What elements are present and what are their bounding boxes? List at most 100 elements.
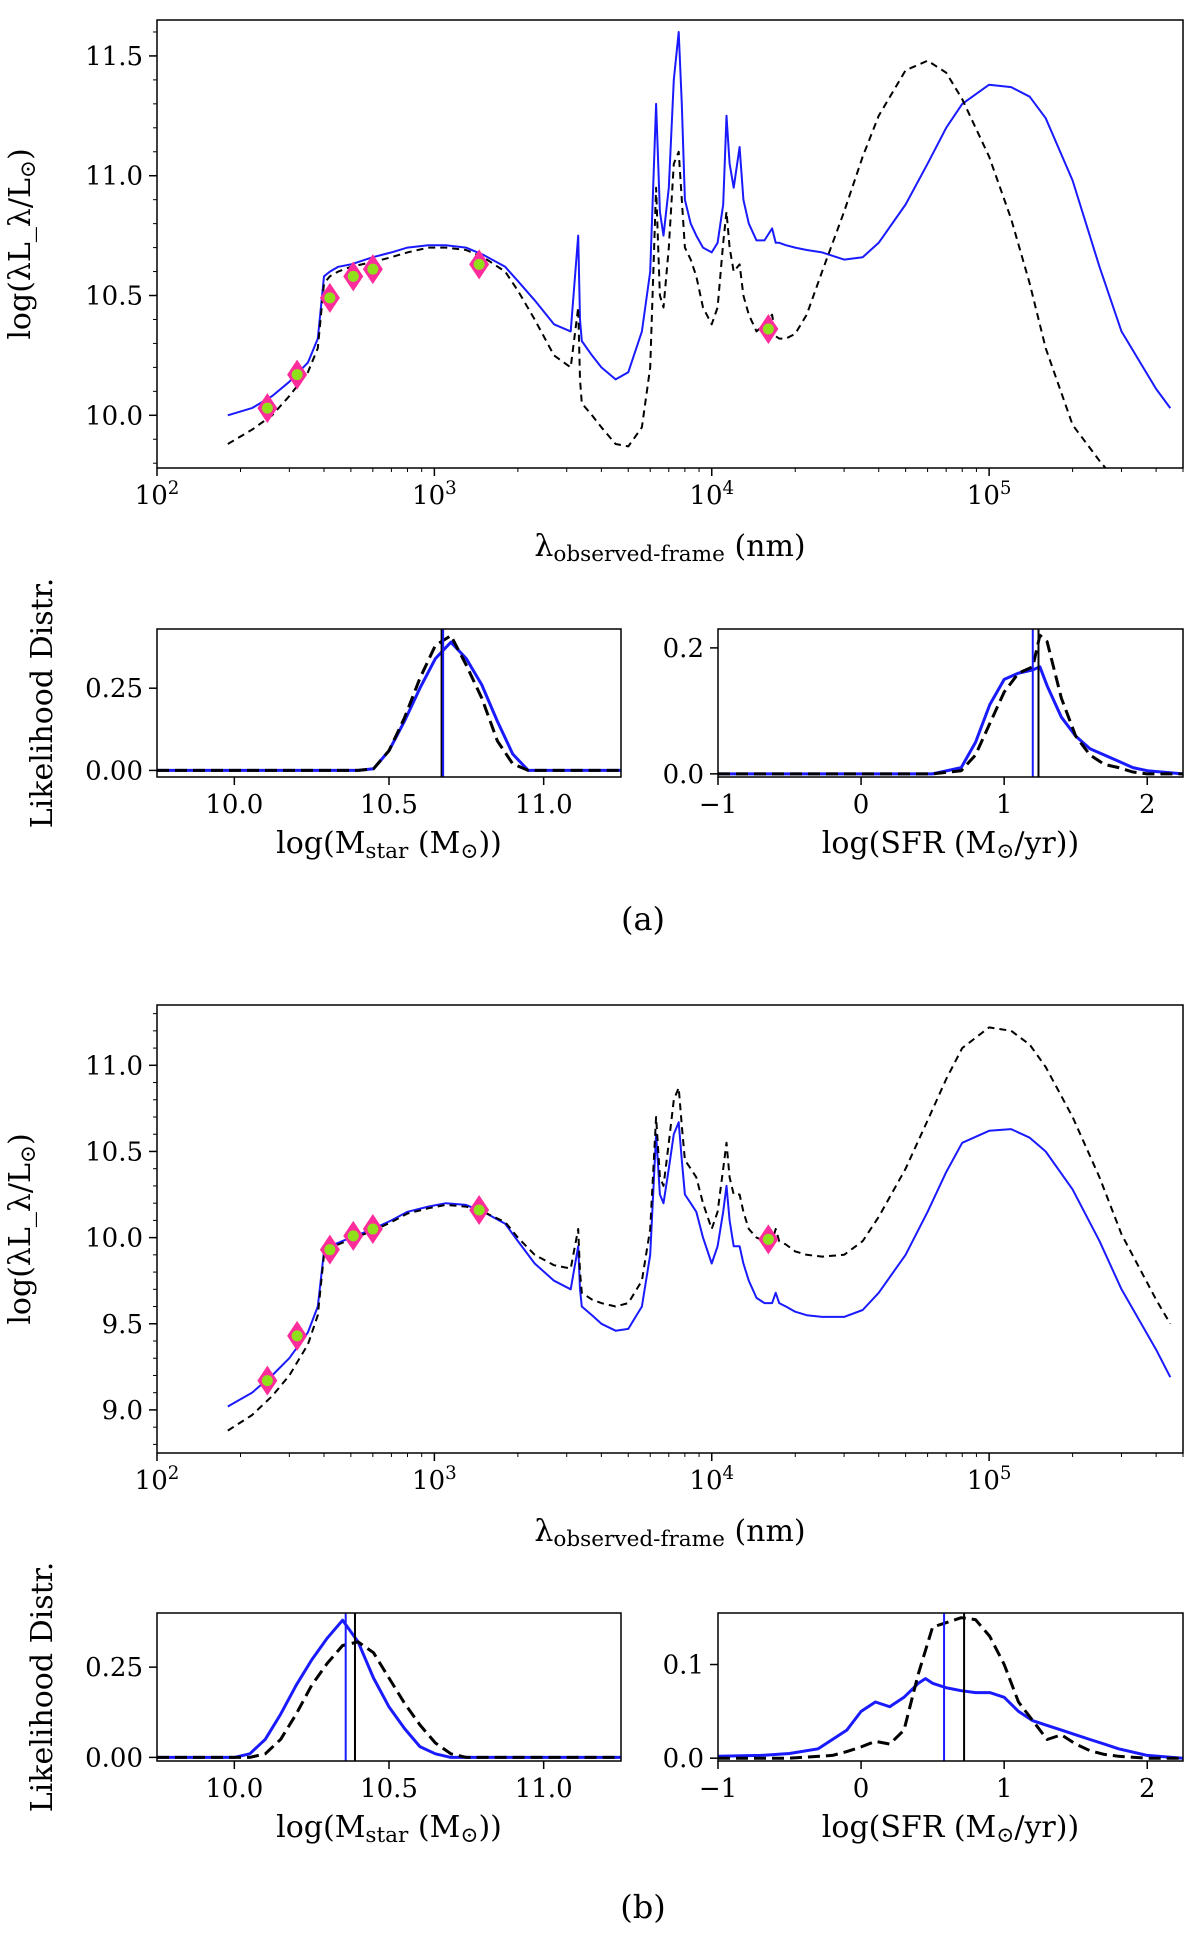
sed-plot-b: 102 103 104 1059.09.510.010.511.0λobserved-… — [3, 1004, 1184, 1552]
label-text: log(λL_λ/L — [3, 1163, 38, 1325]
label-text: log(SFR (M — [822, 826, 996, 861]
label-subscript: ⊙ — [460, 1823, 478, 1848]
label-subscript: observed-frame — [553, 1527, 725, 1552]
series-line-blue — [718, 1677, 1183, 1760]
y-axis-label: log(λL_λ/L⊙) — [3, 148, 41, 339]
label-text: log(M — [276, 1810, 365, 1845]
y-tick-label: 10.0 — [85, 401, 143, 431]
x-tick-label: 10.5 — [360, 1774, 418, 1804]
series-line-blue — [157, 1618, 621, 1759]
label-text: λ — [534, 1514, 553, 1549]
x-tick-label: 1 — [996, 1774, 1013, 1804]
label-text: ) — [3, 148, 38, 160]
x-tick-exponent: 5 — [1000, 478, 1012, 499]
series-line-black — [157, 1640, 621, 1759]
y-tick-label: 0.0 — [663, 1744, 704, 1774]
y-tick-label: 10.5 — [85, 282, 143, 312]
observed-photometry-point — [324, 1244, 336, 1256]
mstar-likelihood-plot-b: 10.0 10.5 11.0 0.00 0.25 log(Mstar (M⊙)) Likel… — [25, 1562, 622, 1848]
series-line-model-black — [227, 1026, 1172, 1432]
x-axis-label: λobserved-frame (nm) — [534, 529, 805, 567]
label-text: log(SFR (M — [822, 1810, 996, 1845]
x-tick-label: 0 — [853, 790, 870, 820]
label-text: log(λL_λ/L — [3, 178, 38, 340]
observed-photometry-point — [762, 323, 774, 335]
x-tick-label: −1 — [699, 1774, 737, 1804]
observed-photometry-point — [762, 1233, 774, 1245]
sfr-likelihood-plot-a: −1 0 1 2 0.0 0.2 log(SFR (M⊙/yr)) — [663, 628, 1184, 864]
x-tick-label: 11.0 — [515, 790, 573, 820]
series-group — [718, 629, 1183, 777]
label-text: /yr)) — [1014, 1810, 1079, 1845]
label-subscript: ⊙ — [996, 839, 1014, 864]
series-line-model-blue — [227, 31, 1172, 417]
x-axis-label: log(SFR (M⊙/yr)) — [822, 1810, 1079, 1848]
label-text: /yr)) — [1014, 826, 1079, 861]
y-tick-label: 11.5 — [85, 42, 143, 72]
sed-plot-a: 102 103 104 10510.010.511.011.5λobserved-fr… — [3, 19, 1184, 567]
x-tick-exponent: 3 — [445, 1463, 457, 1484]
y-tick-label: 10.0 — [85, 1224, 143, 1254]
series-line-model-blue — [227, 1121, 1172, 1408]
x-tick-exponent: 2 — [168, 1463, 180, 1484]
x-tick-exponent: 4 — [723, 1463, 735, 1484]
observed-photometry-point — [291, 369, 303, 381]
x-axis-label: log(Mstar (M⊙)) — [276, 1810, 502, 1848]
label-subscript: star — [365, 1823, 409, 1848]
x-tick-label: 11.0 — [515, 1774, 573, 1804]
panel-label-a: (a) — [621, 900, 665, 938]
x-tick-label: 2 — [1139, 1774, 1156, 1804]
label-text: (M — [408, 826, 460, 861]
observed-photometry-point — [261, 1375, 273, 1387]
label-text: )) — [478, 1810, 501, 1845]
label-text: λ — [534, 529, 553, 564]
label-text: )) — [478, 826, 501, 861]
label-subscript: ⊙ — [996, 1823, 1014, 1848]
series-group — [157, 629, 621, 777]
y-tick-label: 0.00 — [85, 1743, 143, 1773]
observed-photometry-point — [367, 263, 379, 275]
observed-photometry-point — [324, 292, 336, 304]
observed-photometry-point — [367, 1223, 379, 1235]
x-tick-label: 2 — [1139, 790, 1156, 820]
x-tick-exponent: 4 — [723, 478, 735, 499]
x-tick-label: 10.0 — [205, 1774, 263, 1804]
y-axis-label: Likelihood Distr. — [25, 1562, 60, 1813]
y-tick-label: 0.00 — [85, 756, 143, 786]
y-tick-label: 0.25 — [85, 674, 143, 704]
observed-photometry-point — [261, 402, 273, 414]
x-tick-exponent: 2 — [168, 478, 180, 499]
x-axis-label: log(SFR (M⊙/yr)) — [822, 826, 1079, 864]
series-group — [227, 1026, 1172, 1432]
x-tick-label: 0 — [853, 1774, 870, 1804]
y-axis-label: log(λL_λ/L⊙) — [3, 1133, 41, 1324]
sfr-likelihood-plot-b: −1 0 1 2 0.0 0.1 log(SFR (M⊙/yr)) — [663, 1612, 1184, 1848]
x-tick-label: 10.5 — [360, 790, 418, 820]
x-axis-label: λobserved-frame (nm) — [534, 1514, 805, 1552]
label-subscript: observed-frame — [553, 542, 725, 567]
label-subscript: ⊙ — [16, 160, 41, 178]
x-tick-exponent: 5 — [1000, 1463, 1012, 1484]
x-axis-label: log(Mstar (M⊙)) — [276, 826, 502, 864]
label-subscript: ⊙ — [16, 1145, 41, 1163]
label-text: (nm) — [725, 1514, 806, 1549]
series-line-blue — [718, 665, 1183, 776]
x-tick-label: 10.0 — [205, 790, 263, 820]
y-axis-label: Likelihood Distr. — [25, 578, 60, 829]
y-tick-label: 11.0 — [85, 1051, 143, 1081]
label-text: ) — [3, 1133, 38, 1145]
y-tick-label: 9.0 — [102, 1396, 143, 1426]
label-text: log(M — [276, 826, 365, 861]
y-tick-label: 0.1 — [663, 1651, 704, 1681]
panel-label-b: (b) — [620, 1888, 665, 1926]
x-tick-exponent: 3 — [445, 478, 457, 499]
series-group — [157, 1613, 621, 1761]
series-line-model-black — [227, 59, 1107, 468]
observed-photometry-point — [347, 270, 359, 282]
y-tick-label: 11.0 — [85, 162, 143, 192]
y-tick-label: 10.5 — [85, 1137, 143, 1167]
series-line-black — [718, 633, 1183, 776]
series-line-black — [718, 1616, 1183, 1760]
plot-frame — [156, 1004, 1184, 1454]
